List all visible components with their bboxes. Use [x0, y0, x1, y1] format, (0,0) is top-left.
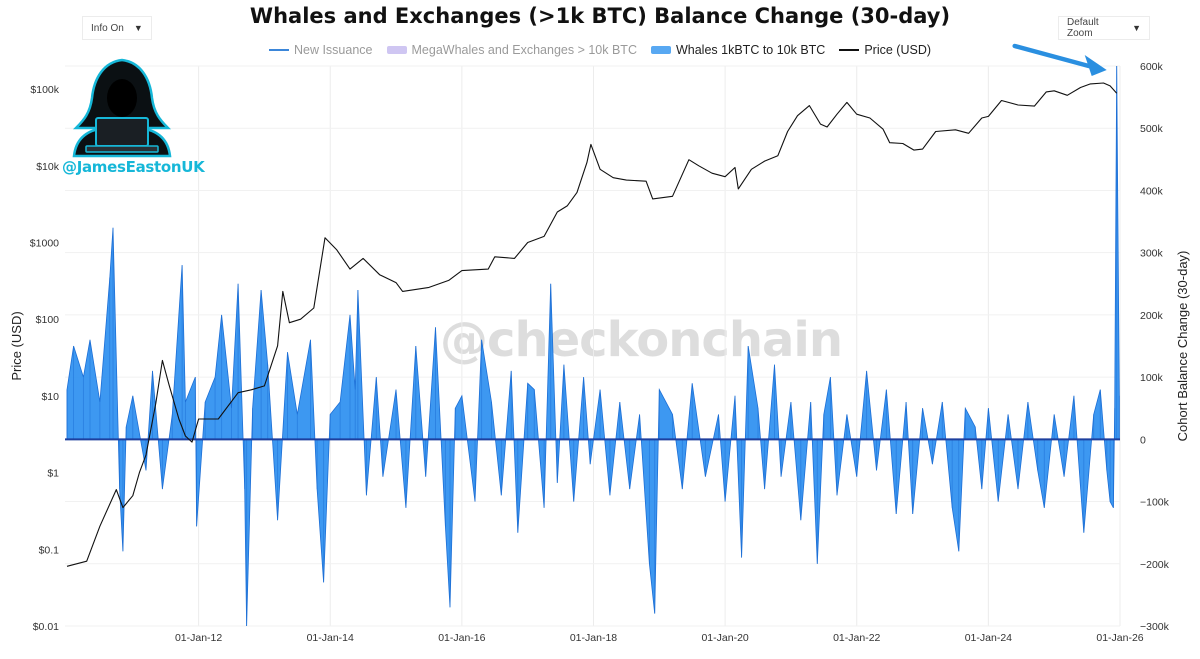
legend-label: Whales 1kBTC to 10k BTC	[675, 43, 826, 57]
legend-item-new-issuance[interactable]: New Issuance	[268, 43, 373, 57]
x-tick-label: 01-Jan-22	[833, 632, 880, 644]
balance-area-series	[65, 65, 1120, 627]
legend-swatch	[386, 46, 407, 54]
left-y-tick-label: $1000	[30, 237, 59, 249]
legend-label: Price (USD)	[864, 43, 932, 57]
legend-swatch	[268, 49, 289, 51]
watermark: @checkonchain	[440, 312, 843, 368]
hacker-logo-icon	[72, 58, 172, 158]
left-y-axis-title: Price (USD)	[9, 311, 24, 380]
arrow-head	[1084, 55, 1107, 76]
arrow-shaft	[1012, 43, 1091, 69]
right-y-tick-label: −300k	[1140, 621, 1170, 633]
right-y-tick-label: 0	[1140, 434, 1146, 446]
zoom-dropdown-label: Default Zoom	[1067, 17, 1099, 39]
left-y-tick-label: $0.01	[33, 621, 59, 633]
left-y-tick-label: $1	[47, 468, 59, 480]
right-y-tick-label: 100k	[1140, 372, 1164, 384]
legend-label: MegaWhales and Exchanges > 10k BTC	[411, 43, 637, 57]
chevron-down-icon: ▼	[1132, 23, 1141, 33]
right-y-tick-label: 600k	[1140, 61, 1164, 73]
x-tick-label: 01-Jan-12	[175, 632, 222, 644]
price-line-series	[66, 82, 1118, 567]
x-tick-label: 01-Jan-26	[1096, 632, 1143, 644]
right-y-axis-title: Cohort Balance Change (30-day)	[1175, 251, 1190, 442]
x-tick-label: 01-Jan-24	[965, 632, 1012, 644]
right-y-tick-label: −100k	[1140, 497, 1170, 509]
legend-item-whales[interactable]: Whales 1kBTC to 10k BTC	[650, 43, 826, 57]
info-dropdown-label: Info On	[91, 22, 124, 34]
info-dropdown[interactable]: Info On ▼	[82, 16, 152, 40]
right-y-tick-label: 400k	[1140, 185, 1164, 197]
right-y-tick-label: 200k	[1140, 310, 1164, 322]
legend-item-price[interactable]: Price (USD)	[839, 43, 931, 57]
legend-swatch	[650, 46, 671, 54]
x-tick-label: 01-Jan-14	[307, 632, 354, 644]
legend-item-megawhales[interactable]: MegaWhales and Exchanges > 10k BTC	[386, 43, 637, 57]
chart-title: Whales and Exchanges (>1k BTC) Balance C…	[249, 4, 951, 28]
left-y-tick-label: $0.1	[39, 544, 60, 556]
x-tick-label: 01-Jan-16	[438, 632, 485, 644]
left-y-tick-label: $100k	[30, 84, 59, 96]
axes: 01-Jan-12 01-Jan-14 01-Jan-16 01-Jan-18 01-J…	[9, 61, 1190, 644]
chevron-down-icon: ▼	[133, 23, 143, 33]
twitter-handle: @JamesEastonUK	[62, 158, 205, 176]
left-y-tick-label: $100	[36, 314, 60, 326]
legend-swatch	[839, 49, 860, 51]
right-y-tick-label: 500k	[1140, 123, 1164, 135]
right-y-tick-label: 300k	[1140, 248, 1164, 260]
annotation-arrow	[1012, 43, 1107, 76]
x-tick-label: 01-Jan-20	[701, 632, 748, 644]
grid-lines	[65, 65, 1121, 627]
zoom-dropdown[interactable]: Default Zoom ▼	[1058, 16, 1150, 40]
chart-legend: New Issuance MegaWhales and Exchanges > …	[0, 43, 1200, 57]
left-y-tick-label: $10	[41, 391, 59, 403]
right-y-tick-label: −200k	[1140, 559, 1170, 571]
x-tick-label: 01-Jan-18	[570, 632, 617, 644]
legend-label: New Issuance	[293, 43, 373, 57]
left-y-tick-label: $10k	[36, 161, 60, 173]
price-line	[66, 82, 1118, 567]
